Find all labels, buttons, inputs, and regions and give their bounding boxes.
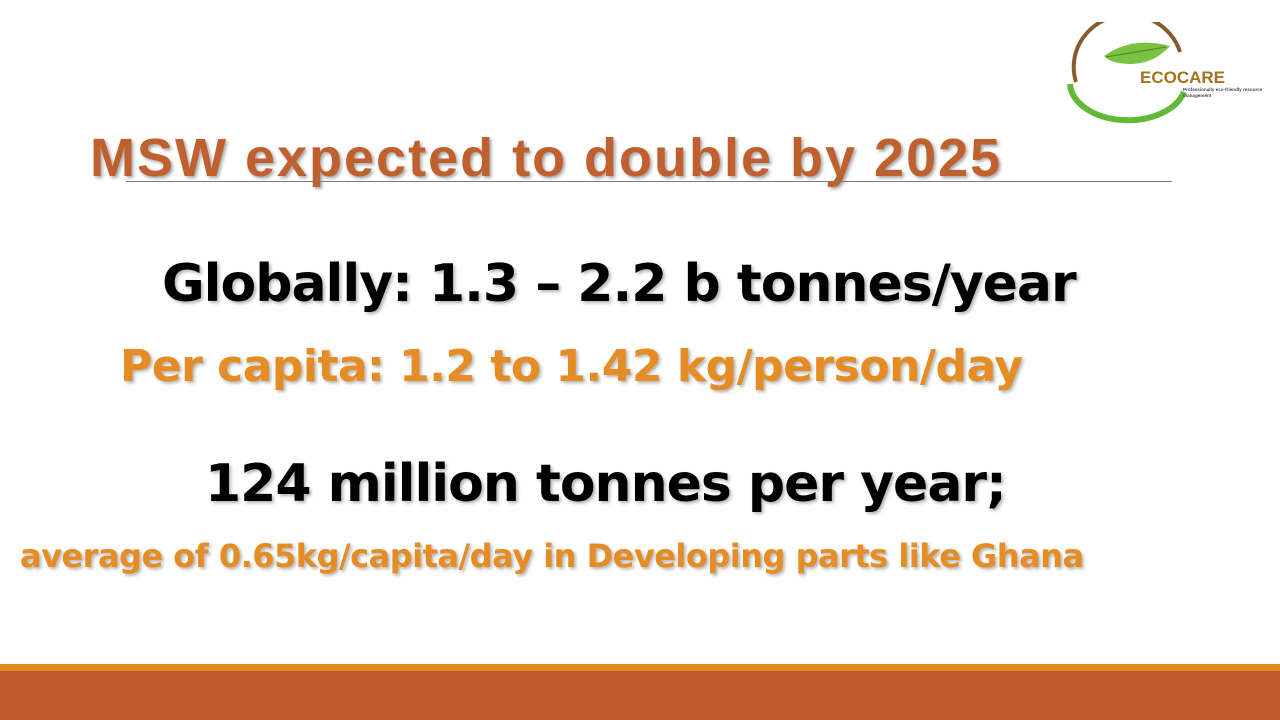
title-underline [126, 181, 1172, 182]
ecocare-logo: ECOCARE Professionally eco-friendly reso… [1062, 22, 1262, 127]
developing-average-text: average of 0.65kg/capita/day in Developi… [20, 537, 1084, 575]
logo-ring-icon [1067, 22, 1187, 124]
footer-bar [0, 671, 1280, 720]
global-volume-text: Globally: 1.3 – 2.2 b tonnes/year [162, 254, 1077, 314]
footer-accent-stripe [0, 664, 1280, 671]
logo-name: ECOCARE [1140, 68, 1226, 87]
slide-title: MSW expected to double by 2025 [90, 128, 1003, 188]
annual-tonnes-text: 124 million tonnes per year; [205, 454, 1007, 514]
logo-tagline: Professionally eco-friendly resource man… [1183, 87, 1263, 98]
per-capita-text: Per capita: 1.2 to 1.42 kg/person/day [120, 341, 1023, 392]
